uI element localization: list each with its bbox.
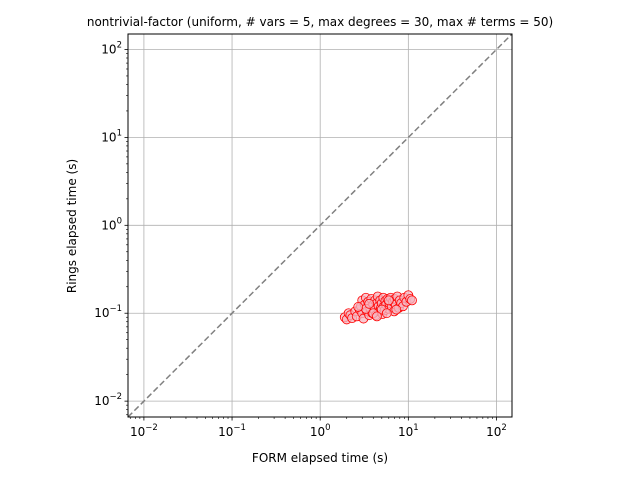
- data-point: [407, 295, 417, 306]
- chart-title: nontrivial-factor (uniform, # vars = 5, …: [87, 15, 553, 29]
- x-axis-ticks: 10−2 10−1 100 101 102: [129, 417, 507, 439]
- x-tick-label: 101: [398, 423, 419, 439]
- y-axis-ticks: 10−2 10−1 100 101 102: [94, 40, 128, 416]
- data-point: [391, 304, 402, 315]
- x-tick-label: 10−1: [218, 423, 246, 439]
- data-point: [383, 295, 394, 306]
- y-tick-label: 10−1: [94, 304, 122, 320]
- y-tick-label: 10−2: [94, 392, 122, 408]
- x-tick-label: 10−2: [130, 423, 158, 439]
- data-point: [364, 298, 375, 309]
- reference-diagonal: [127, 33, 513, 418]
- y-tick-label: 100: [101, 216, 122, 232]
- y-tick-label: 102: [101, 40, 122, 56]
- y-tick-label: 101: [101, 128, 122, 144]
- data-point: [381, 308, 392, 319]
- data-point: [372, 311, 382, 322]
- diagonal-line: [127, 33, 513, 418]
- x-axis-label: FORM elapsed time (s): [252, 451, 388, 465]
- y-axis-label: Rings elapsed time (s): [65, 159, 79, 293]
- data-point: [353, 302, 364, 312]
- data-points: [339, 290, 417, 325]
- x-tick-label: 102: [486, 423, 507, 439]
- x-tick-label: 100: [310, 423, 331, 439]
